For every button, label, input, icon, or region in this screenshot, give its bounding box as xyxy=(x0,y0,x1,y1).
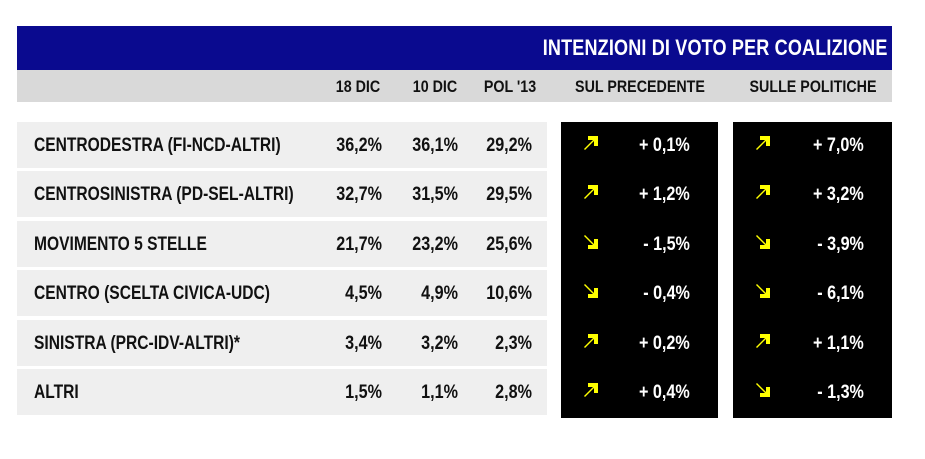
arrow-up-right-icon xyxy=(584,334,598,348)
arrow-down-right-icon xyxy=(756,235,770,249)
delta-cell: + 0,1% xyxy=(561,122,718,168)
delta-value: - 3,9% xyxy=(817,234,864,255)
row-value: 2,8% xyxy=(495,382,532,403)
delta-value: + 3,2% xyxy=(813,184,864,205)
delta-value: + 0,1% xyxy=(639,135,690,156)
arrow-up-right-icon xyxy=(584,136,598,150)
delta-cell: - 1,3% xyxy=(733,369,892,415)
row-value: 21,7% xyxy=(336,234,382,255)
row-value: 3,2% xyxy=(421,333,458,354)
arrow-up-right-icon xyxy=(584,383,598,397)
delta-value: - 1,5% xyxy=(643,234,690,255)
chart-title: INTENZIONI DI VOTO PER COALIZIONE xyxy=(543,35,888,60)
delta-cell: + 7,0% xyxy=(733,122,892,168)
row-value: 36,1% xyxy=(412,135,458,156)
arrow-down-right-icon xyxy=(756,383,770,397)
delta-value: + 1,2% xyxy=(639,184,690,205)
row-value: 32,7% xyxy=(336,184,382,205)
row-value: 36,2% xyxy=(336,135,382,156)
arrow-up-right-icon xyxy=(756,136,770,150)
row-value: 31,5% xyxy=(412,184,458,205)
column-header-10-dic: 10 DIC xyxy=(412,77,458,96)
row-label: CENTRODESTRA (FI-NCD-ALTRI) xyxy=(34,135,281,156)
row-label: MOVIMENTO 5 STELLE xyxy=(34,234,207,255)
delta-value: - 0,4% xyxy=(643,283,690,304)
arrow-down-right-icon xyxy=(756,284,770,298)
delta-cell: - 0,4% xyxy=(561,270,718,316)
table-row: CENTRO (SCELTA CIVICA-UDC) 4,5% 4,9% 10,6% xyxy=(17,270,547,318)
row-value: 10,6% xyxy=(486,283,532,304)
row-label: CENTROSINISTRA (PD-SEL-ALTRI) xyxy=(34,184,294,205)
delta-cell: + 3,2% xyxy=(733,171,892,217)
row-value: 29,5% xyxy=(486,184,532,205)
row-value: 3,4% xyxy=(345,333,382,354)
column-header-sul-precedente: SUL PRECEDENTE xyxy=(575,77,705,96)
sulle-politiche-column: + 7,0% + 3,2% - 3,9% - 6,1% + 1,1% - 1,3% xyxy=(733,122,892,418)
table-row: SINISTRA (PRC-IDV-ALTRI)* 3,4% 3,2% 2,3% xyxy=(17,320,547,368)
table-row: ALTRI 1,5% 1,1% 2,8% xyxy=(17,369,547,417)
column-header-pol-13: POL '13 xyxy=(483,77,537,96)
sul-precedente-column: + 0,1% + 1,2% - 1,5% - 0,4% + 0,2% + 0,4% xyxy=(561,122,718,418)
row-value: 4,9% xyxy=(421,283,458,304)
arrow-up-right-icon xyxy=(756,334,770,348)
column-header-18-dic: 18 DIC xyxy=(335,77,381,96)
delta-cell: + 0,4% xyxy=(561,369,718,415)
row-value: 29,2% xyxy=(486,135,532,156)
delta-value: + 1,1% xyxy=(813,333,864,354)
delta-cell: - 6,1% xyxy=(733,270,892,316)
table-row: CENTRODESTRA (FI-NCD-ALTRI) 36,2% 36,1% 29,… xyxy=(17,122,547,170)
delta-cell: - 1,5% xyxy=(561,221,718,267)
delta-cell: + 1,1% xyxy=(733,320,892,366)
delta-value: + 0,4% xyxy=(639,382,690,403)
column-header-bar: 18 DIC 10 DIC POL '13 SUL PRECEDENTE SUL… xyxy=(17,70,892,102)
row-label: ALTRI xyxy=(34,382,79,403)
row-value: 1,5% xyxy=(345,382,382,403)
title-banner: INTENZIONI DI VOTO PER COALIZIONE xyxy=(17,26,892,70)
column-header-sulle-politiche: SULLE POLITICHE xyxy=(749,77,877,96)
delta-value: - 1,3% xyxy=(817,382,864,403)
table-row: CENTROSINISTRA (PD-SEL-ALTRI) 32,7% 31,5% 2… xyxy=(17,171,547,219)
table-row: MOVIMENTO 5 STELLE 21,7% 23,2% 25,6% xyxy=(17,221,547,269)
row-value: 23,2% xyxy=(412,234,458,255)
row-label: CENTRO (SCELTA CIVICA-UDC) xyxy=(34,283,270,304)
arrow-up-right-icon xyxy=(756,185,770,199)
row-value: 2,3% xyxy=(495,333,532,354)
delta-cell: + 0,2% xyxy=(561,320,718,366)
delta-cell: - 3,9% xyxy=(733,221,892,267)
arrow-up-right-icon xyxy=(584,185,598,199)
arrow-down-right-icon xyxy=(584,235,598,249)
delta-value: + 7,0% xyxy=(813,135,864,156)
row-value: 1,1% xyxy=(421,382,458,403)
row-value: 4,5% xyxy=(345,283,382,304)
row-value: 25,6% xyxy=(486,234,532,255)
delta-cell: + 1,2% xyxy=(561,171,718,217)
arrow-down-right-icon xyxy=(584,284,598,298)
delta-value: + 0,2% xyxy=(639,333,690,354)
row-label: SINISTRA (PRC-IDV-ALTRI)* xyxy=(34,333,240,354)
delta-value: - 6,1% xyxy=(817,283,864,304)
